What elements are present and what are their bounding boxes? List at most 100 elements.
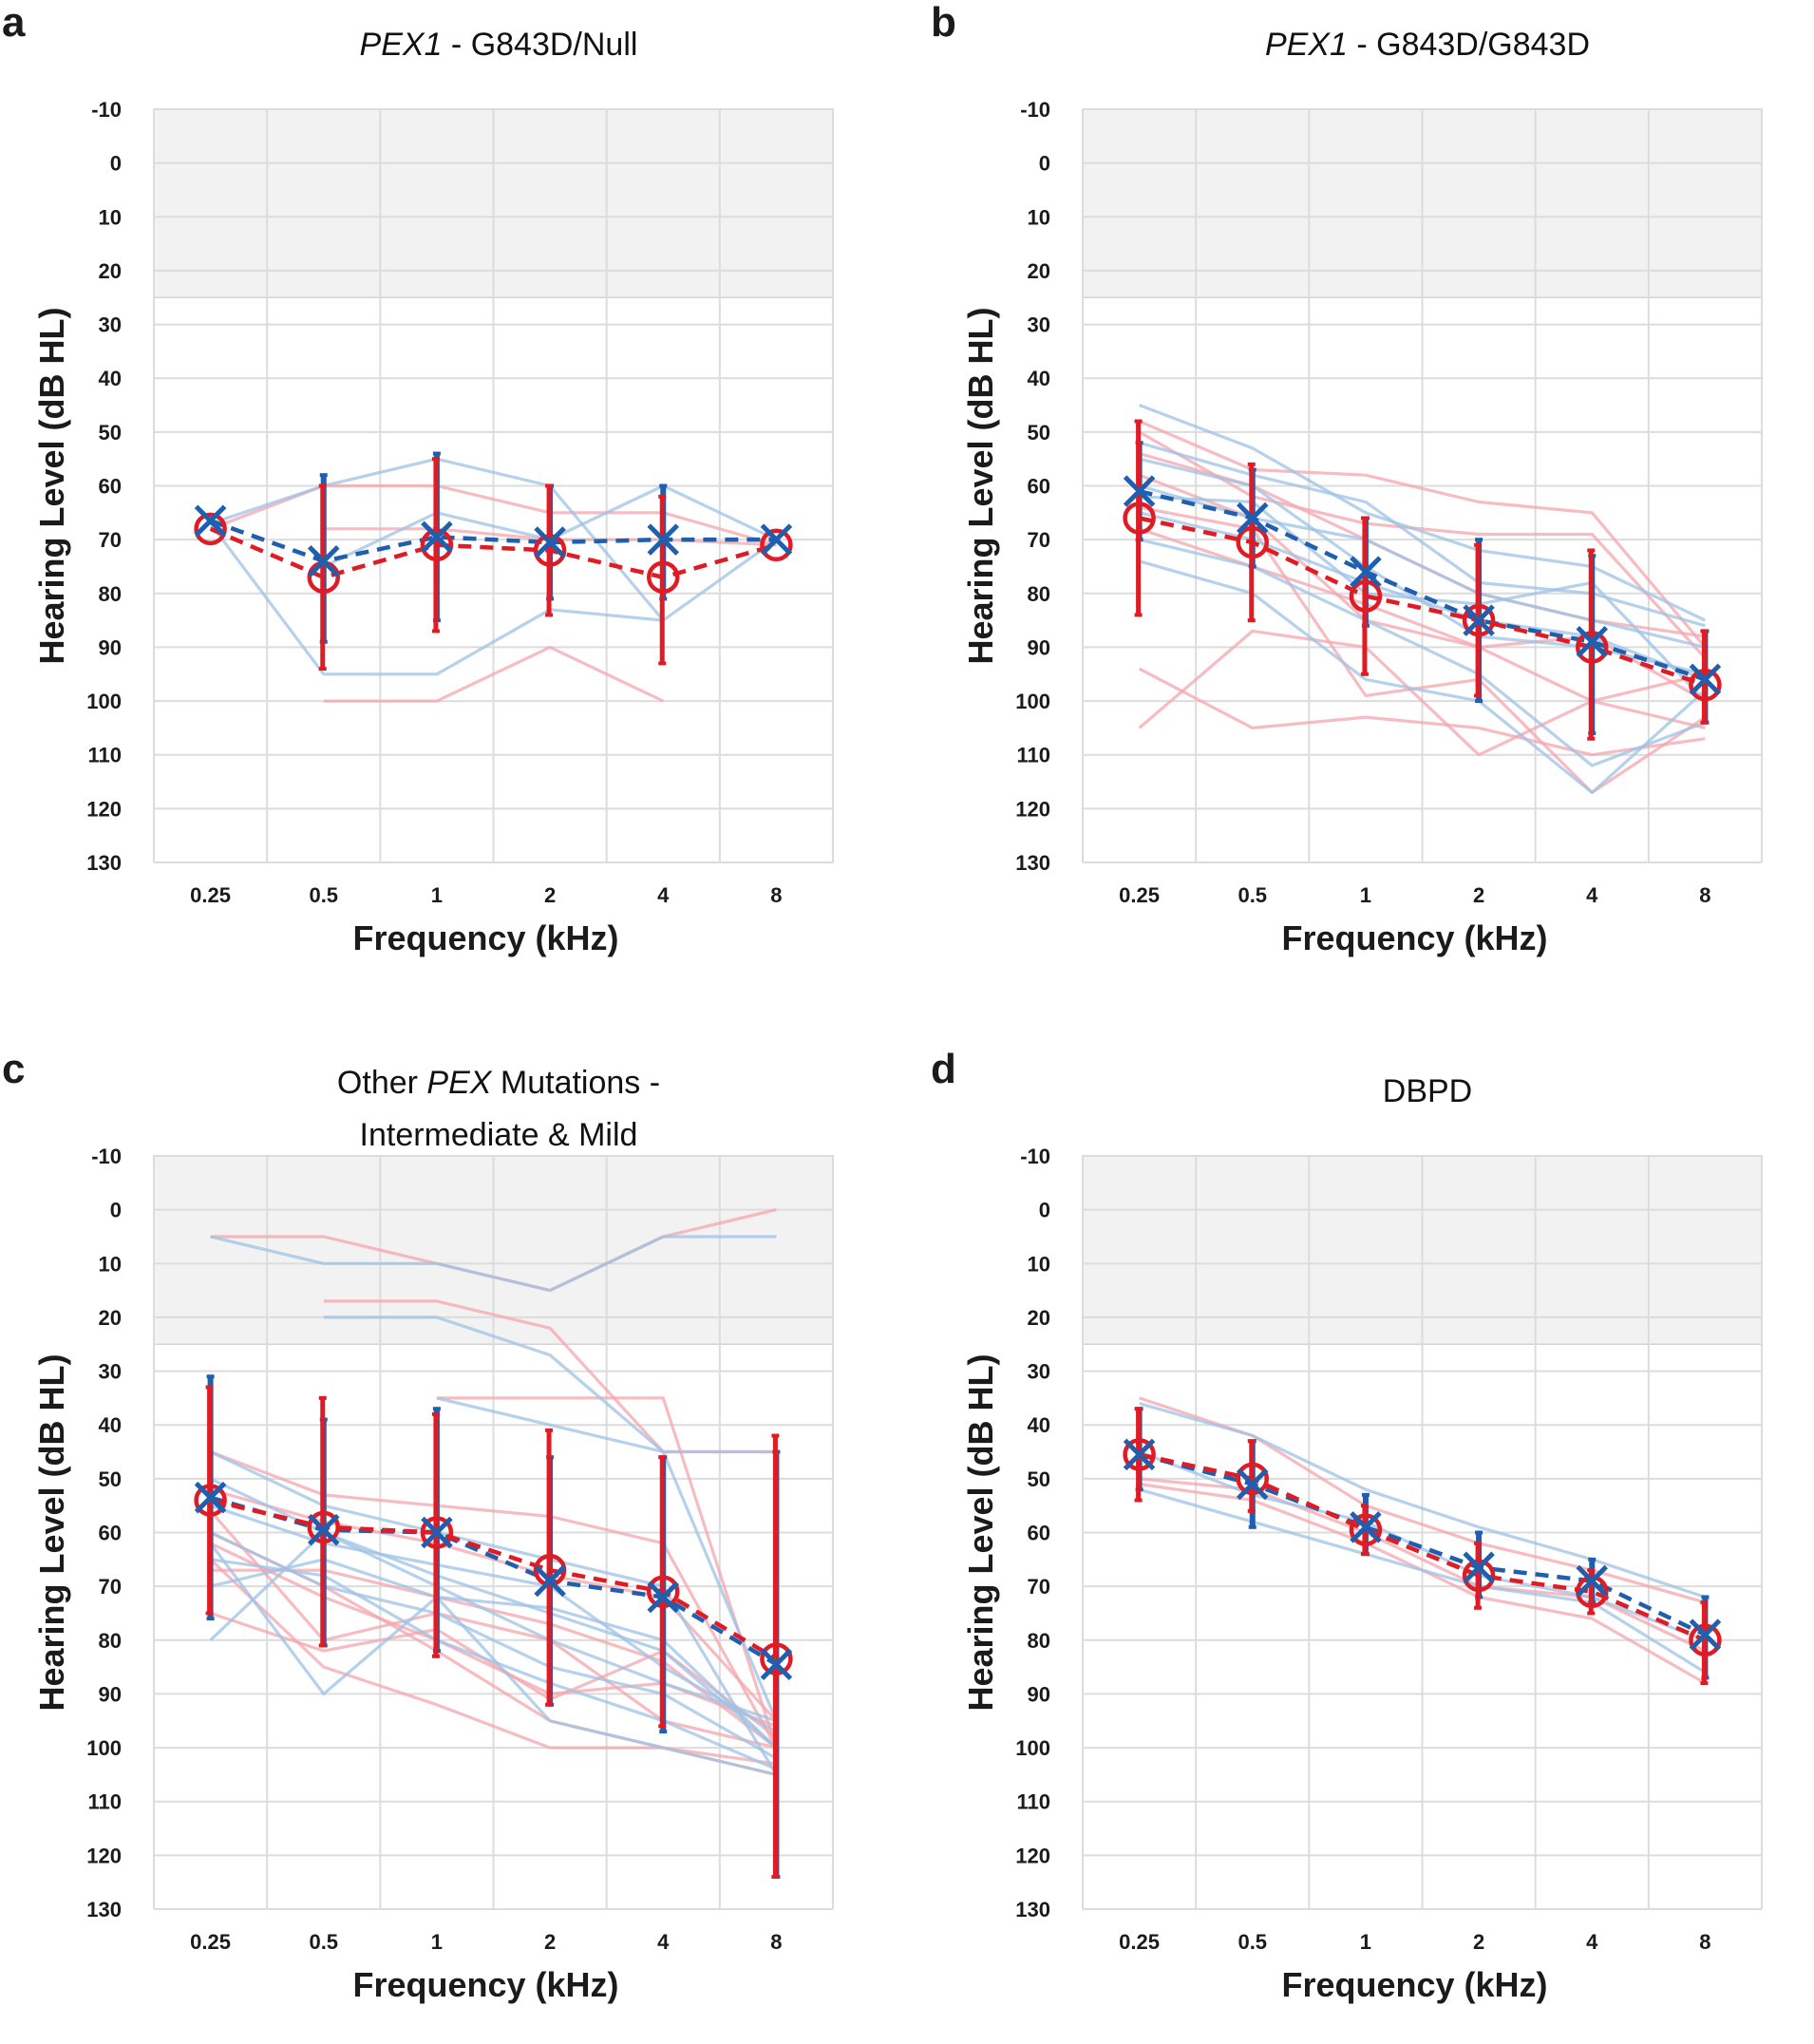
individual-right-ear-line: [209, 1530, 777, 1723]
right-ear-mean-marker: [307, 1513, 340, 1546]
chart-title: PEX1 - G843D/Null: [360, 27, 638, 63]
panel-letter: c: [2, 1047, 25, 1092]
right-ear-mean-line: [1139, 1452, 1707, 1637]
x-tick-label: 0.25: [190, 1930, 231, 1954]
cross-stroke: [1689, 1618, 1722, 1651]
individual-right-ear-line: [209, 1450, 778, 1776]
right-ear-mean-marker: [1350, 556, 1382, 588]
y-tick-label: 110: [88, 744, 123, 767]
y-tick-label: 30: [99, 1360, 122, 1384]
left-ear-mean-marker: [760, 1642, 793, 1675]
right-ear-mean-marker: [1123, 475, 1156, 507]
cross-stroke: [1689, 663, 1722, 696]
y-tick-label: -10: [1020, 1145, 1050, 1168]
chart-title-part: DBPD: [1383, 1073, 1472, 1109]
x-tick-label: 1: [1360, 883, 1371, 907]
right-ear-mean-marker: [1576, 1564, 1609, 1598]
left-ear-mean-line: [1139, 516, 1707, 688]
cross-stroke: [1463, 604, 1495, 636]
chart-title-part: Other: [337, 1065, 426, 1101]
y-tick-label: 20: [1028, 259, 1050, 283]
y-tick-label: 30: [1028, 1360, 1050, 1384]
y-tick-label: -10: [91, 98, 122, 122]
individual-right-ear-line: [1139, 441, 1706, 628]
x-axis-title: Frequency (kHz): [352, 918, 618, 957]
x-tick-label: 8: [770, 883, 782, 907]
left-ear-mean-marker: [1123, 502, 1156, 535]
chart-svg-b: -10 0 10 20 30 40 50 60 70 80 90 100 110 120 130 0.25 0.…: [931, 0, 1763, 957]
chart-title: Other PEX Mutations -: [337, 1065, 660, 1101]
chart-title-part: - G843D/G843D: [1348, 27, 1590, 63]
y-tick-label: 90: [99, 635, 122, 659]
chart-svg-a: -10 0 10 20 30 40 50 60 70 80 90 100 110 120 130 0.25 0.…: [2, 0, 834, 957]
cross-stroke: [307, 1513, 340, 1546]
y-tick-label: 20: [1028, 1306, 1050, 1330]
y-tick-label: 120: [1015, 797, 1050, 821]
y-axis-title: Hearing Level (dB HL): [961, 307, 1000, 664]
right-ear-mean-marker: [1689, 663, 1722, 696]
chart-panel-c: -10 0 10 20 30 40 50 60 70 80 90 100 110 120 130 0.25 0.…: [0, 1047, 907, 2044]
y-tick-label: 70: [99, 1575, 122, 1599]
individual-right-ear-line: [436, 1396, 778, 1722]
left-ear-mean-marker: [647, 560, 680, 595]
left-ear-mean-marker: [533, 1553, 567, 1587]
cross-stroke: [1236, 502, 1269, 535]
y-tick-label: 120: [1015, 1844, 1050, 1867]
y-tick-label: 10: [99, 1252, 122, 1276]
left-ear-mean-marker: [760, 528, 793, 562]
left-ear-mean-marker: [1576, 1575, 1609, 1609]
y-tick-label: 120: [86, 797, 122, 821]
right-ear-mean-marker: [1236, 1467, 1269, 1501]
panel-letter: b: [931, 0, 956, 46]
chart-panel-d: -10 0 10 20 30 40 50 60 70 80 90 100 110 120 130 0.25 0.…: [929, 1047, 1814, 2044]
individual-right-ear-line: [210, 1235, 777, 1293]
left-ear-mean-line: [209, 526, 778, 580]
x-tick-label: 8: [1699, 1930, 1710, 1954]
y-tick-label: 40: [99, 1413, 122, 1437]
x-tick-label: 4: [1586, 883, 1598, 907]
right-ear-mean-marker: [647, 1580, 680, 1614]
x-tick-label: 2: [1473, 1930, 1484, 1954]
individual-right-ear-line: [1139, 404, 1707, 622]
x-tick-label: 8: [770, 1930, 782, 1954]
right-ear-mean-marker: [534, 526, 566, 558]
x-tick-label: 0.25: [190, 883, 231, 907]
x-tick-label: 0.5: [309, 1930, 338, 1954]
individual-left-ear-line: [210, 1568, 778, 1750]
y-tick-label: 80: [1028, 1629, 1050, 1653]
x-axis-title: Frequency (kHz): [1281, 1965, 1547, 2004]
individual-right-ear-line: [209, 1542, 777, 1776]
y-tick-label: 130: [1015, 1898, 1050, 1921]
individual-left-ear-line: [436, 1396, 778, 1749]
y-tick-label: 60: [99, 1522, 122, 1545]
y-tick-label: 10: [1028, 1252, 1050, 1276]
individual-right-ear-line: [323, 1315, 777, 1454]
y-tick-label: 40: [1028, 1413, 1050, 1437]
x-tick-label: 2: [544, 883, 556, 907]
chart-title-part: - G843D/Null: [442, 27, 637, 63]
right-ear-mean-marker: [307, 545, 340, 577]
left-ear-mean-marker: [1236, 525, 1269, 559]
individual-left-ear-line: [1139, 473, 1706, 703]
y-tick-label: 20: [99, 1306, 122, 1330]
left-ear-mean-marker: [1123, 1438, 1156, 1471]
y-tick-label: 90: [1028, 635, 1050, 659]
y-tick-label: 70: [99, 528, 122, 552]
y-tick-label: 100: [86, 1736, 122, 1760]
chart-svg-d: -10 0 10 20 30 40 50 60 70 80 90 100 110 120 130 0.25 0.…: [931, 1047, 1763, 2004]
right-ear-mean-marker: [1350, 1511, 1382, 1543]
y-axis-title: Hearing Level (dB HL): [32, 307, 71, 664]
x-tick-label: 0.25: [1119, 883, 1160, 907]
individual-right-ear-line: [1139, 538, 1706, 767]
cross-stroke: [421, 520, 453, 554]
left-ear-mean-marker: [1462, 603, 1496, 637]
cross-stroke: [307, 545, 340, 577]
left-ear-mean-marker: [1462, 1559, 1496, 1593]
chart-panel-a: -10 0 10 20 30 40 50 60 70 80 90 100 110 120 130 0.25 0.…: [0, 0, 907, 997]
y-tick-label: 110: [1017, 744, 1051, 767]
individual-left-ear-line: [1139, 527, 1707, 703]
y-tick-label: 50: [99, 1467, 122, 1491]
chart-title: PEX1 - G843D/G843D: [1265, 27, 1590, 63]
panel-letter: a: [2, 0, 26, 46]
left-ear-mean-marker: [194, 512, 227, 546]
